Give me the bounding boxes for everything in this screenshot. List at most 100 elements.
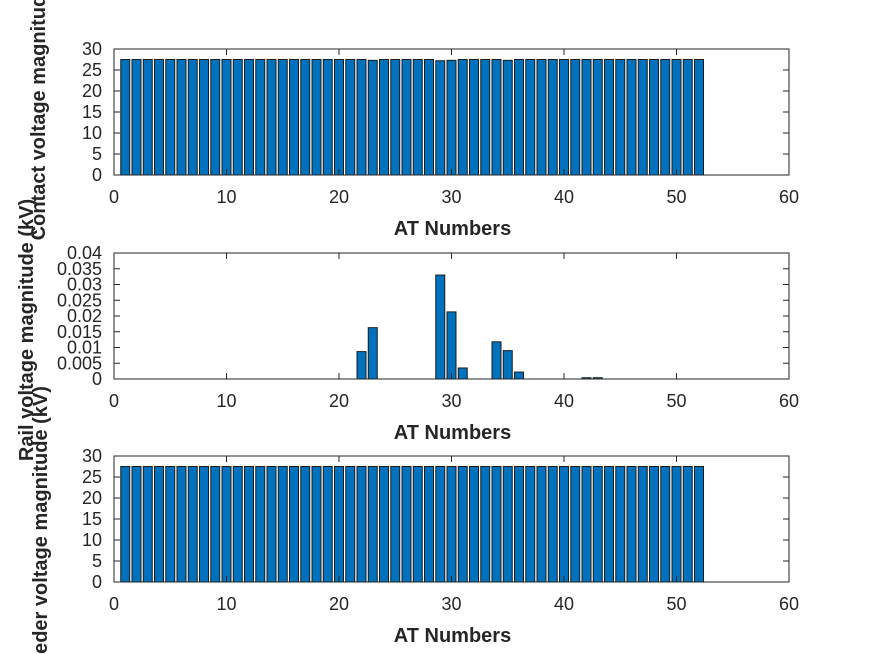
bar-at-36 (514, 59, 524, 176)
y-tick-label: 15 (82, 509, 102, 529)
bar-at-25 (390, 466, 401, 583)
x-tick-label: 30 (441, 391, 461, 411)
bar-at-23 (367, 59, 378, 176)
x-tick-label: 30 (441, 594, 461, 614)
bar-at-42 (581, 466, 592, 583)
bar-at-34 (491, 341, 502, 380)
bar-at-13 (255, 466, 266, 583)
bar-at-14 (266, 466, 277, 583)
bar-at-22 (356, 351, 367, 380)
x-tick-label: 10 (216, 594, 236, 614)
x-axis-label: AT Numbers (394, 625, 511, 647)
bar-at-9 (210, 466, 221, 583)
bar-at-18 (311, 59, 322, 176)
bar-at-9 (210, 59, 221, 176)
bar-at-48 (649, 59, 659, 176)
bar-at-19 (322, 59, 333, 176)
y-tick-label: 0 (92, 369, 102, 389)
bar-at-42 (581, 59, 592, 176)
x-tick-label: 0 (109, 391, 119, 411)
y-tick-label: 20 (82, 488, 102, 508)
bar-at-27 (412, 466, 423, 583)
bar-at-31 (457, 466, 468, 583)
bar-at-2 (131, 466, 142, 583)
x-tick-label: 50 (666, 594, 686, 614)
y-tick-label: 0.02 (67, 306, 102, 326)
bar-at-37 (525, 466, 536, 583)
chart-panel-2: 0 10 20 30 40 50 6000.0050.010.0150.020.0250.0… (57, 243, 799, 444)
bar-at-1 (120, 59, 131, 176)
bar-at-30 (446, 59, 457, 176)
bar-at-14 (266, 59, 277, 176)
y-tick-label: 25 (82, 60, 102, 80)
bar-at-30 (446, 466, 457, 583)
y-tick-label: 0.025 (57, 290, 102, 310)
bar-at-5 (165, 466, 176, 583)
bar-at-33 (480, 466, 491, 583)
bar-at-13 (255, 59, 266, 176)
bar-at-29 (435, 274, 446, 380)
bar-at-18 (311, 466, 322, 583)
y-tick-label: 30 (82, 39, 102, 59)
bar-at-38 (536, 466, 547, 583)
x-tick-label: 60 (779, 187, 799, 207)
bar-at-32 (469, 466, 479, 583)
y-axis-label-3: eder voltage magnitude (kV) (30, 386, 52, 654)
bar-at-20 (334, 466, 344, 583)
bar-at-22 (356, 59, 367, 176)
bar-at-22 (356, 466, 367, 583)
bar-at-33 (480, 59, 491, 176)
bar-at-26 (401, 59, 412, 176)
bar-at-35 (502, 59, 513, 176)
x-tick-label: 20 (329, 391, 349, 411)
bar-at-45 (615, 466, 626, 583)
bar-at-29 (435, 60, 446, 176)
bar-at-20 (334, 59, 344, 176)
x-tick-label: 0 (109, 594, 119, 614)
x-tick-label: 10 (216, 391, 236, 411)
x-axis-label: AT Numbers (394, 218, 511, 240)
bar-at-38 (536, 59, 547, 176)
bar-at-45 (615, 59, 626, 176)
bar-at-49 (660, 59, 671, 176)
bar-at-21 (345, 59, 356, 176)
bar-at-19 (322, 466, 333, 583)
bar-at-17 (300, 466, 311, 583)
y-tick-label: 0.04 (67, 243, 102, 263)
bar-at-16 (289, 59, 299, 176)
bar-at-52 (694, 59, 704, 176)
x-tick-label: 60 (779, 594, 799, 614)
y-tick-label: 0.03 (67, 275, 102, 295)
x-tick-label: 50 (666, 391, 686, 411)
bar-at-4 (154, 59, 164, 176)
x-tick-label: 40 (554, 594, 574, 614)
bar-at-47 (637, 59, 648, 176)
x-tick-label: 20 (329, 187, 349, 207)
bar-at-24 (379, 466, 389, 583)
x-tick-label: 40 (554, 391, 574, 411)
bar-at-40 (559, 466, 569, 583)
bar-at-6 (176, 59, 187, 176)
bar-at-43 (592, 466, 603, 583)
bar-at-11 (232, 59, 243, 176)
bar-at-34 (491, 59, 502, 176)
bar-at-52 (694, 466, 704, 583)
bar-at-1 (120, 466, 131, 583)
bar-at-35 (502, 466, 513, 583)
x-tick-label: 0 (109, 187, 119, 207)
y-tick-label: 25 (82, 467, 102, 487)
bar-at-23 (367, 466, 378, 583)
bar-at-39 (547, 466, 558, 583)
bar-at-49 (660, 466, 671, 583)
bar-at-21 (345, 466, 356, 583)
y-tick-label: 0.015 (57, 322, 102, 342)
x-tick-label: 60 (779, 391, 799, 411)
bar-at-50 (671, 466, 682, 583)
y-tick-label: 30 (82, 446, 102, 466)
bar-at-12 (244, 466, 254, 583)
bar-at-15 (277, 466, 288, 583)
bar-at-51 (682, 466, 693, 583)
